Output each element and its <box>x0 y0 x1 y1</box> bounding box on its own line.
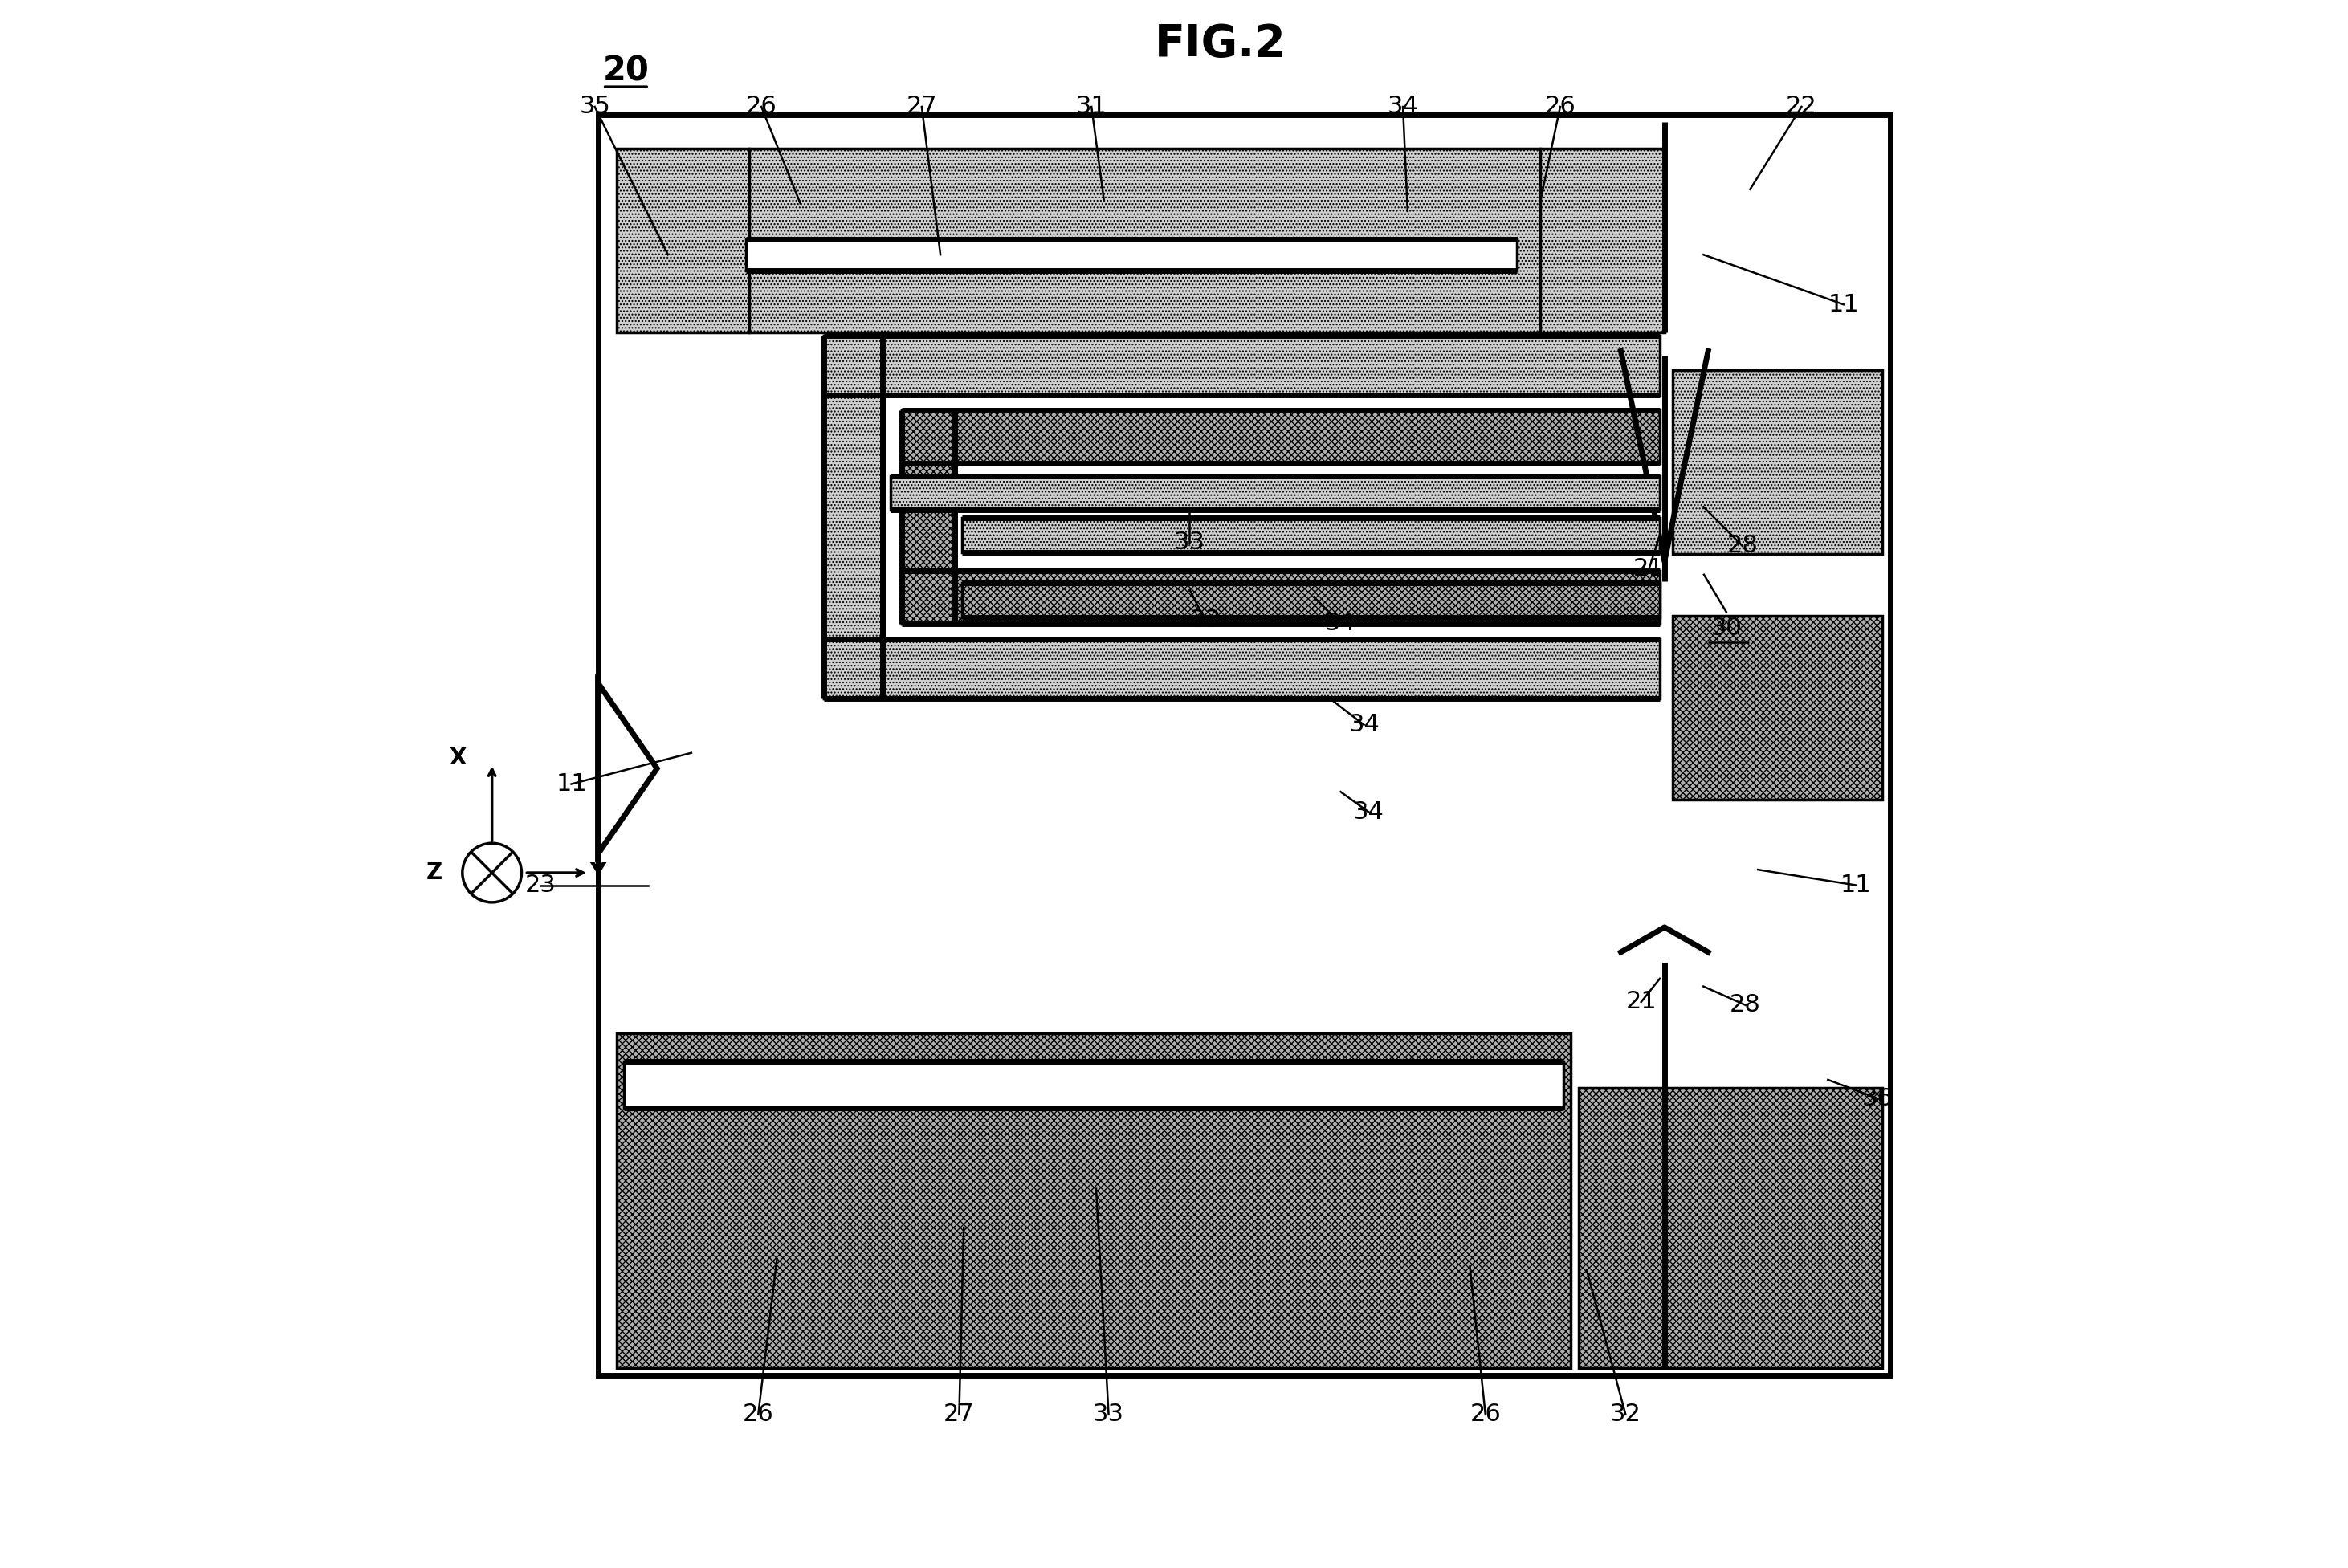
Bar <box>618 1033 1571 1367</box>
Text: FIG.2: FIG.2 <box>1155 24 1287 66</box>
Bar <box>618 149 749 332</box>
Bar <box>824 336 883 698</box>
Text: 32: 32 <box>1611 1403 1641 1427</box>
Bar <box>599 114 1890 1375</box>
Text: 21: 21 <box>1625 991 1658 1013</box>
Bar <box>1672 616 1883 800</box>
Text: 30: 30 <box>1712 616 1742 640</box>
Text: 26: 26 <box>742 1403 775 1427</box>
Text: 26: 26 <box>747 96 777 119</box>
Text: 20: 20 <box>603 55 648 88</box>
Bar <box>963 583 1660 618</box>
Bar <box>963 517 1660 552</box>
Text: 35: 35 <box>580 96 610 119</box>
Text: 21: 21 <box>1634 558 1665 580</box>
Bar <box>625 1062 1564 1109</box>
Text: 34: 34 <box>1348 713 1381 737</box>
Bar <box>747 238 1517 270</box>
Text: Y: Y <box>589 861 606 884</box>
Text: 11: 11 <box>1841 873 1871 897</box>
Polygon shape <box>599 682 657 855</box>
Bar <box>902 571 1660 624</box>
Bar <box>1672 370 1883 554</box>
Text: 11: 11 <box>1829 293 1860 317</box>
Text: 28: 28 <box>1730 994 1761 1016</box>
Bar <box>902 411 1660 463</box>
Text: 11: 11 <box>556 773 587 795</box>
Text: 33: 33 <box>1174 532 1205 555</box>
Bar <box>1540 149 1665 332</box>
Bar <box>890 475 1660 510</box>
Text: 33: 33 <box>1092 1403 1125 1427</box>
Text: 34: 34 <box>1324 612 1357 635</box>
Bar <box>1578 1088 1883 1367</box>
Bar <box>824 640 1660 698</box>
Text: 22: 22 <box>1787 96 1817 119</box>
Text: 34: 34 <box>1388 96 1418 119</box>
Text: 27: 27 <box>906 96 937 119</box>
Text: 27: 27 <box>944 1403 974 1427</box>
Text: 28: 28 <box>1726 535 1759 558</box>
Bar <box>902 411 953 624</box>
Text: 23: 23 <box>524 873 556 897</box>
Text: 34: 34 <box>1352 800 1385 823</box>
Text: 26: 26 <box>1545 96 1576 119</box>
Bar <box>749 149 1540 332</box>
Text: 36: 36 <box>1862 1087 1892 1110</box>
Text: X: X <box>448 746 467 768</box>
Text: Z: Z <box>427 861 441 884</box>
Text: 31: 31 <box>1075 96 1106 119</box>
Bar <box>824 336 1660 395</box>
Text: 26: 26 <box>1470 1403 1500 1427</box>
Text: 33: 33 <box>1190 608 1221 632</box>
